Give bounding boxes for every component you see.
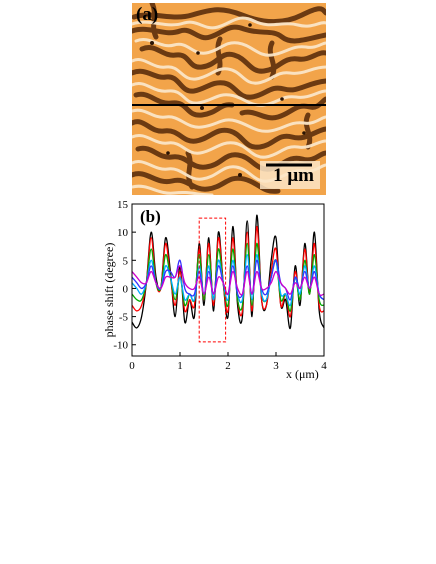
phase-profile-chart: 0 1 2 3 4 -10 -5 0 5 10 15 (b) x (μm) phase shift …: [102, 199, 327, 381]
y-tick-label: 0: [123, 283, 129, 295]
series-line-6: [131, 265, 325, 296]
plot-frame: [131, 203, 325, 357]
series-line-4: [131, 254, 325, 307]
y-tick-label: -10: [113, 340, 128, 352]
y-tick-label: -5: [119, 312, 129, 324]
y-tick-label: 10: [117, 227, 129, 239]
series-line-3: [131, 242, 325, 312]
y-axis-label: phase shift (degree): [102, 243, 116, 338]
x-tick-label: 1: [177, 360, 183, 372]
scale-bar-label: 1 μm: [273, 165, 314, 186]
series-layer: [131, 214, 325, 330]
x-tick-label: 2: [225, 360, 231, 372]
panel-b-label: (b): [140, 207, 161, 226]
x-tick-label: 3: [273, 360, 279, 372]
panel-a-label: (a): [136, 4, 159, 25]
stripe-domain-image: [132, 3, 326, 195]
y-tick-label: 5: [123, 255, 129, 267]
x-tick-label: 4: [321, 360, 327, 372]
y-tick-label: 15: [117, 200, 129, 211]
afm-phase-image-panel: (a) 1 μm: [132, 3, 326, 195]
x-tick-label: 0: [129, 360, 135, 372]
x-axis-label: x (μm): [286, 367, 319, 381]
phase-profile-chart-panel: 0 1 2 3 4 -10 -5 0 5 10 15 (b) x (μm) phase shift …: [100, 199, 336, 390]
ticks-layer: 0 1 2 3 4 -10 -5 0 5 10 15: [113, 199, 327, 372]
